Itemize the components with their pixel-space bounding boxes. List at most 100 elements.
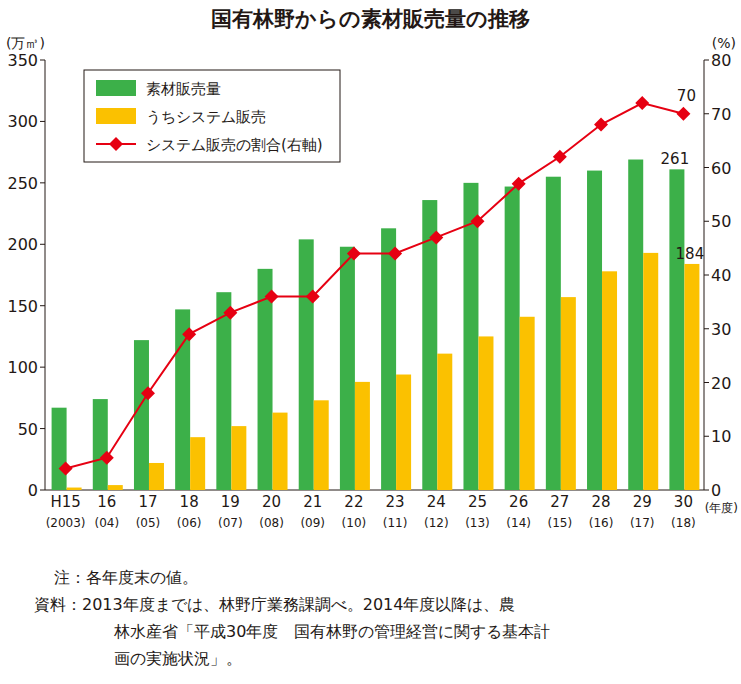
bar bbox=[561, 297, 576, 490]
marker bbox=[635, 96, 649, 110]
annotation: 184 bbox=[676, 245, 705, 263]
x-tick-label-line: 23 bbox=[386, 493, 405, 511]
bar bbox=[463, 183, 478, 490]
x-tick-label: 21(09) bbox=[300, 493, 325, 530]
bar bbox=[520, 317, 535, 490]
annotation: 70 bbox=[677, 87, 696, 105]
marker bbox=[223, 306, 237, 320]
bar bbox=[190, 437, 205, 490]
bar bbox=[67, 488, 82, 490]
y-axis bbox=[45, 60, 46, 490]
x-tick-label-line: (13) bbox=[465, 516, 490, 530]
marker bbox=[182, 327, 196, 341]
marker bbox=[306, 290, 320, 304]
x-tick-label-line: 17 bbox=[138, 493, 157, 511]
y-tick-label: 0 bbox=[28, 481, 38, 500]
y2-tick-label: 10 bbox=[711, 427, 731, 446]
x-axis-label: (年度) bbox=[705, 501, 738, 515]
bar bbox=[422, 200, 437, 490]
x-tick-label-line: (07) bbox=[218, 516, 243, 530]
marker bbox=[100, 451, 114, 465]
y2-tick bbox=[704, 275, 709, 276]
y-tick bbox=[40, 490, 45, 491]
legend: 素材販売量うちシステム販売システム販売の割合(右軸) bbox=[84, 70, 340, 162]
legend-swatch bbox=[96, 80, 136, 96]
y2-tick bbox=[704, 490, 709, 491]
x-tick-label: 22(10) bbox=[342, 493, 367, 530]
marker bbox=[429, 230, 443, 244]
bar bbox=[396, 375, 411, 490]
x-tick-label-line: (14) bbox=[506, 516, 531, 530]
y2-tick-label: 40 bbox=[711, 266, 731, 285]
x-tick-label-line: H15 bbox=[50, 493, 80, 511]
x-tick-label-line: (18) bbox=[671, 516, 696, 530]
x-tick-label-line: (09) bbox=[300, 516, 325, 530]
x-tick-label: 30 (18) bbox=[671, 493, 696, 530]
y-tick bbox=[40, 182, 45, 183]
y-tick bbox=[40, 305, 45, 306]
bar bbox=[355, 382, 370, 490]
marker bbox=[676, 107, 690, 121]
legend-label: システム販売の割合(右軸) bbox=[146, 136, 323, 154]
y-tick-label: 250 bbox=[7, 174, 38, 193]
y2-tick bbox=[704, 167, 709, 168]
bar bbox=[108, 485, 123, 490]
marker bbox=[347, 247, 361, 261]
bar bbox=[273, 413, 288, 490]
y2-tick-label: 50 bbox=[711, 212, 731, 231]
bar bbox=[314, 400, 329, 490]
marker bbox=[59, 462, 73, 476]
y2-tick-label: 70 bbox=[711, 105, 731, 124]
legend-box bbox=[84, 70, 340, 162]
x-tick-label-line: 30 bbox=[674, 493, 693, 511]
note: 画の実施状況」。 bbox=[114, 649, 242, 668]
y-tick-label: 200 bbox=[7, 235, 38, 254]
marker bbox=[470, 214, 484, 228]
bar bbox=[684, 264, 699, 490]
x-tick-label-line: 26 bbox=[509, 493, 528, 511]
bar bbox=[478, 336, 493, 490]
x-tick-label: 28 (16) bbox=[589, 493, 614, 530]
x-tick-label-line: 28 bbox=[591, 493, 610, 511]
bar bbox=[546, 177, 561, 490]
y2-tick bbox=[704, 60, 709, 61]
x-tick-label-line: (16) bbox=[589, 516, 614, 530]
bar bbox=[134, 340, 149, 490]
y2-tick-label: 80 bbox=[711, 51, 731, 70]
bar bbox=[643, 253, 658, 490]
note: 注：各年度末の値。 bbox=[54, 568, 198, 587]
x-tick-label-line: 16 bbox=[97, 493, 116, 511]
y2-tick-label: 30 bbox=[711, 320, 731, 339]
bar bbox=[602, 271, 617, 490]
marker bbox=[388, 247, 402, 261]
y-tick-label: 350 bbox=[7, 51, 38, 70]
x-tick-label: 23 (11) bbox=[383, 493, 408, 530]
x-tick-label-line: 25 bbox=[468, 493, 487, 511]
marker bbox=[594, 118, 608, 132]
x-tick-label: 29(17) bbox=[630, 493, 655, 530]
y-tick bbox=[40, 121, 45, 122]
y2-tick bbox=[704, 221, 709, 222]
x-tick-label: 18(06) bbox=[177, 493, 202, 530]
bar bbox=[52, 408, 67, 490]
bar bbox=[669, 169, 684, 490]
x-tick-label-line: (12) bbox=[424, 516, 449, 530]
x-tick-label: 19(07) bbox=[218, 493, 243, 530]
x-tick-label: 16(04) bbox=[94, 493, 119, 530]
legend-label: 素材販売量 bbox=[146, 80, 221, 98]
y2-tick-label: 60 bbox=[711, 159, 731, 178]
x-tick-label-line: 29 bbox=[633, 493, 652, 511]
bar bbox=[231, 426, 246, 490]
y-tick-label: 50 bbox=[18, 420, 38, 439]
x-tick-label-line: (05) bbox=[136, 516, 161, 530]
x-tick-label-line: 20 bbox=[262, 493, 281, 511]
x-tick-label-line: (11) bbox=[383, 516, 408, 530]
x-tick-label: 20(08) bbox=[259, 493, 284, 530]
x-tick-label-line: 18 bbox=[180, 493, 199, 511]
x-tick-label: 17 (05) bbox=[136, 493, 161, 530]
marker bbox=[265, 290, 279, 304]
legend-marker bbox=[109, 137, 123, 151]
note: 林水産省「平成30年度 国有林野の管理経営に関する基本計 bbox=[113, 622, 550, 641]
y-tick-label: 150 bbox=[7, 297, 38, 316]
x-tick-label: 24(12) bbox=[424, 493, 449, 530]
